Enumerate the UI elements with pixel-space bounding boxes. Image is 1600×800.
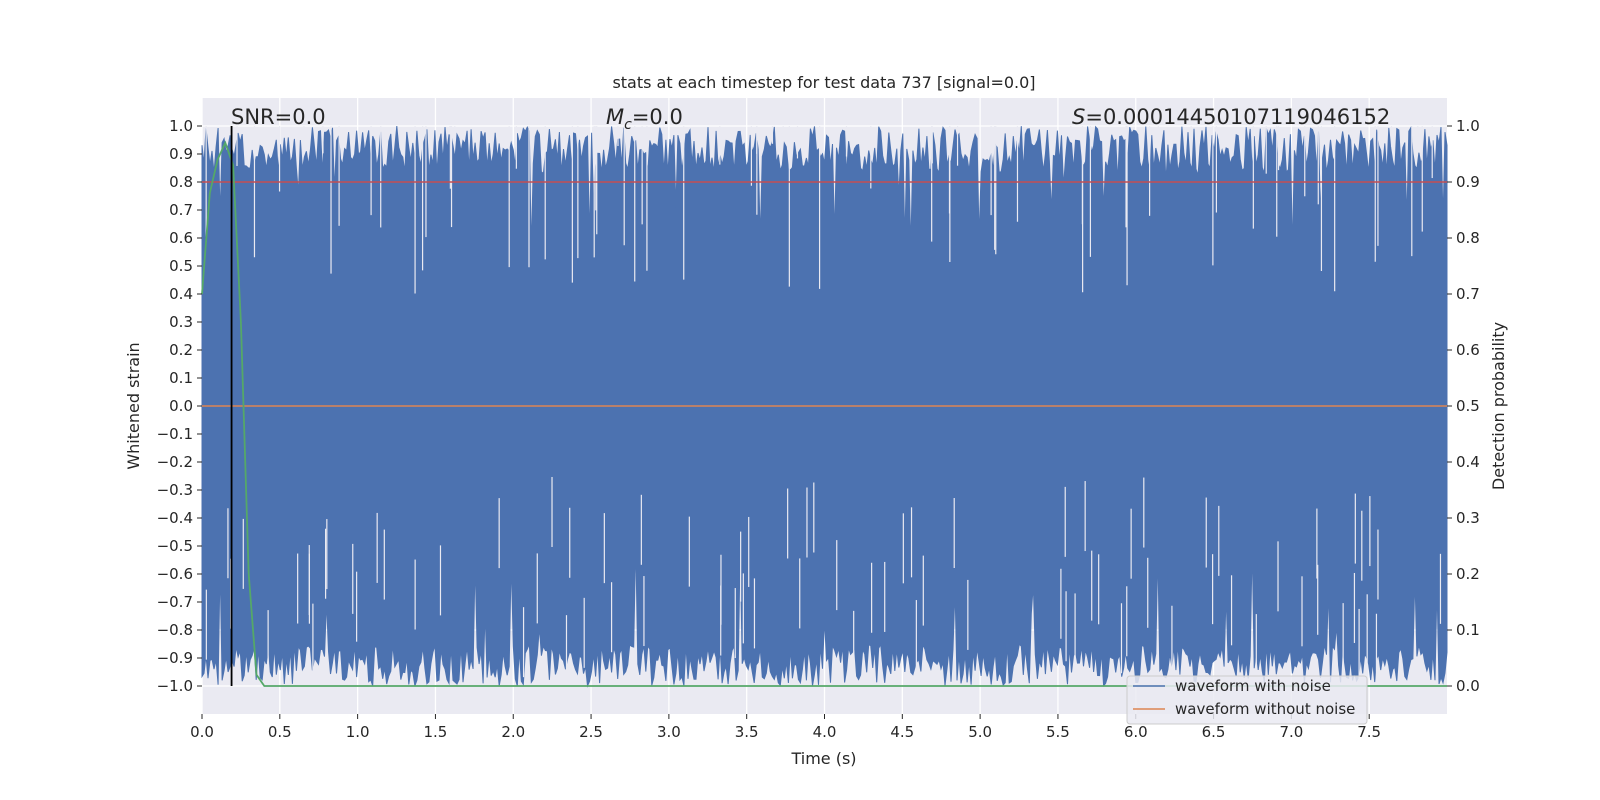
- y2-tick-label: 0.9: [1456, 173, 1480, 191]
- x-axis-label: Time (s): [790, 749, 856, 768]
- y-axis-label: Whitened strain: [124, 342, 143, 469]
- y2-axis-label: Detection probability: [1489, 322, 1508, 490]
- y-tick-label: −0.8: [157, 621, 193, 639]
- x-tick-label: 5.5: [1046, 723, 1070, 741]
- y-tick-label: −0.3: [157, 481, 193, 499]
- y-tick-label: 0.3: [169, 313, 193, 331]
- x-tick-label: 3.0: [657, 723, 681, 741]
- y-tick-label: −0.1: [157, 425, 193, 443]
- x-tick-label: 2.5: [579, 723, 603, 741]
- y-tick-label: 0.1: [169, 369, 193, 387]
- y-tick-label: 0.9: [169, 145, 193, 163]
- y-tick-label: 0.0: [169, 397, 193, 415]
- y2-tick-label: 0.0: [1456, 677, 1480, 695]
- y-tick-label: 0.8: [169, 173, 193, 191]
- legend: waveform with noise waveform without noi…: [1126, 675, 1368, 725]
- x-tick-label: 2.0: [501, 723, 525, 741]
- x-tick-label: 6.0: [1124, 723, 1148, 741]
- y-tick-label: 0.2: [169, 341, 193, 359]
- y-tick-label: −0.7: [157, 593, 193, 611]
- legend-label-noise: waveform with noise: [1175, 677, 1331, 695]
- x-tick-label: 4.5: [890, 723, 914, 741]
- y-tick-label: −0.6: [157, 565, 193, 583]
- y-tick-label: 0.6: [169, 229, 193, 247]
- legend-label-clean: waveform without noise: [1175, 700, 1355, 718]
- y-tick-label: 0.7: [169, 201, 193, 219]
- x-tick-label: 7.5: [1357, 723, 1381, 741]
- x-tick-label: 4.0: [813, 723, 837, 741]
- y2-tick-label: 0.7: [1456, 285, 1480, 303]
- x-tick-label: 7.0: [1279, 723, 1303, 741]
- y2-tick-label: 0.1: [1456, 621, 1480, 639]
- y-tick-label: −0.4: [157, 509, 193, 527]
- s-annotation: S=0.00014450107119046152: [1072, 105, 1390, 129]
- chart-title: stats at each timestep for test data 737…: [612, 73, 1035, 92]
- snr-annotation: SNR=0.0: [231, 105, 326, 129]
- y-tick-label: −0.5: [157, 537, 193, 555]
- mc-annotation: Mc=0.0: [606, 105, 683, 133]
- y-tick-label: 0.5: [169, 257, 193, 275]
- x-ticks: 0.0 0.5 1.0 1.5 2.0 2.5 3.0 3.5 4.0 4.5 5.0 5.5 6.0 6…: [190, 714, 1381, 741]
- x-tick-label: 1.5: [424, 723, 448, 741]
- y-tick-label: 1.0: [169, 117, 193, 135]
- y-tick-label: −1.0: [157, 677, 193, 695]
- y2-tick-label: 0.3: [1456, 509, 1480, 527]
- y2-tick-label: 1.0: [1456, 117, 1480, 135]
- x-tick-label: 5.0: [968, 723, 992, 741]
- overlay-lines: [201, 126, 1447, 687]
- y-tick-label: 0.4: [169, 285, 193, 303]
- y2-tick-label: 0.4: [1456, 453, 1480, 471]
- x-tick-label: 0.0: [190, 723, 214, 741]
- detection-probability-line: [201, 140, 1447, 687]
- y-tick-label: −0.9: [157, 649, 193, 667]
- y2-tick-label: 0.2: [1456, 565, 1480, 583]
- right-y-ticks: 1.0 0.9 0.8 0.7 0.6 0.5 0.4 0.3 0.2 0.1 0.0: [1447, 117, 1480, 695]
- y2-tick-label: 0.8: [1456, 229, 1480, 247]
- legend-box: [1126, 675, 1368, 725]
- x-tick-label: 1.0: [346, 723, 370, 741]
- x-tick-label: 3.5: [735, 723, 759, 741]
- y2-tick-label: 0.6: [1456, 341, 1480, 359]
- x-tick-label: 6.5: [1202, 723, 1226, 741]
- y2-tick-label: 0.5: [1456, 397, 1480, 415]
- left-y-ticks: 1.0 0.9 0.8 0.7 0.6 0.5 0.4 0.3 0.2 0.1 0.0 −0.1 −0.…: [157, 117, 202, 695]
- x-tick-label: 0.5: [268, 723, 292, 741]
- y-tick-label: −0.2: [157, 453, 193, 471]
